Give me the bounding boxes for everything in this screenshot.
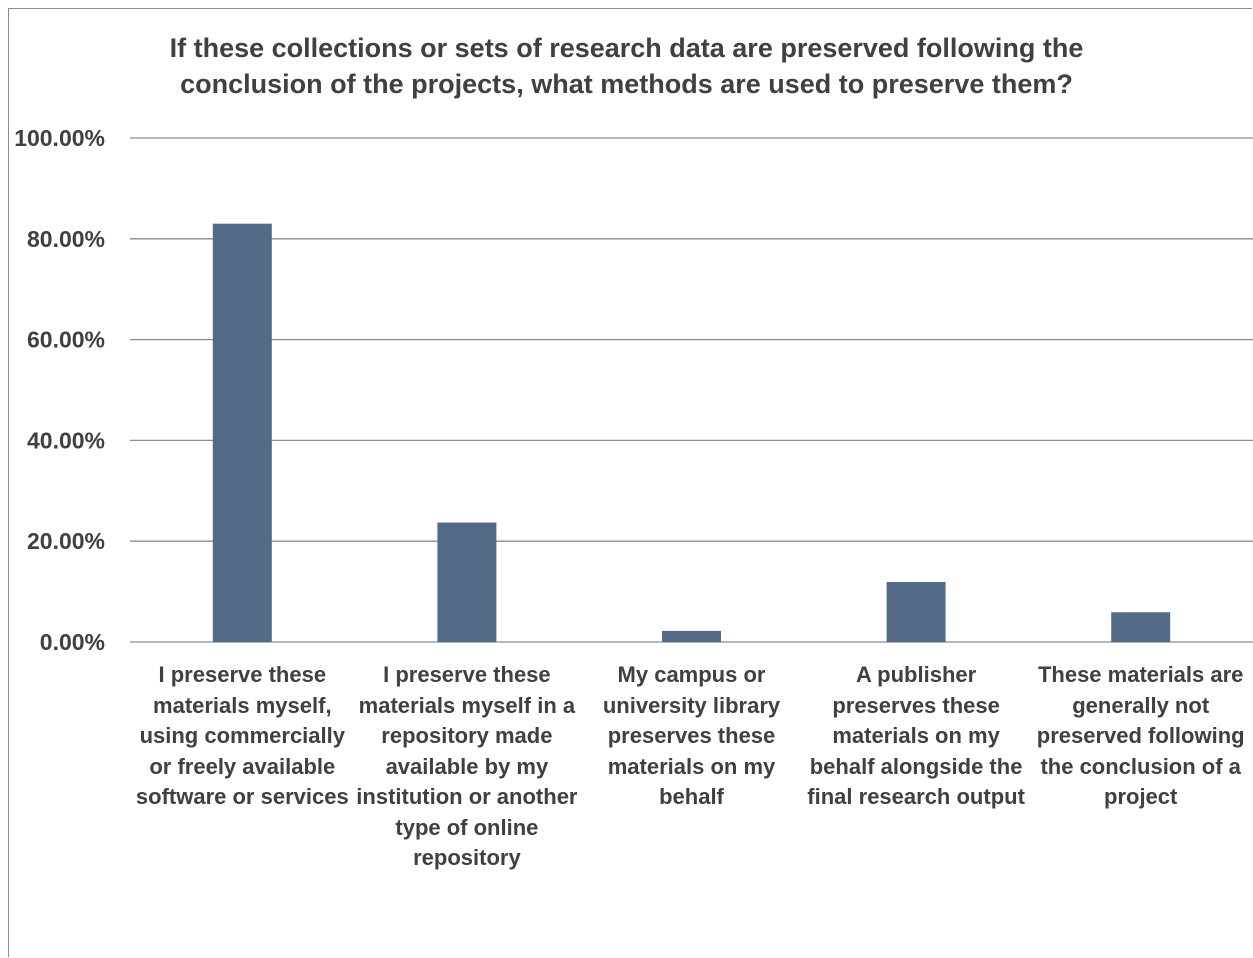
x-tick-label-line: university library <box>602 692 781 718</box>
y-tick-label: 100.00% <box>14 125 105 151</box>
x-tick-label-line: preserved following <box>1036 723 1245 748</box>
x-tick-label-line: final research output <box>807 784 1025 809</box>
chart-frame <box>8 8 1252 957</box>
x-tick-label-line: software or services <box>135 784 349 809</box>
x-tick-label-line: preserves these <box>832 692 1000 718</box>
bar <box>437 522 497 642</box>
x-tick-label-line: the conclusion of a <box>1040 753 1241 779</box>
x-tick-label-line: repository made <box>381 723 553 748</box>
x-tick-label-line: behalf <box>659 784 724 809</box>
x-tick-label-line: materials myself, <box>153 692 332 718</box>
x-tick-label-line: type of online <box>395 814 539 840</box>
bar <box>212 223 272 642</box>
y-tick-label: 60.00% <box>27 327 105 353</box>
x-tick-label-line: preserves these <box>607 723 776 748</box>
chart-title-line: conclusion of the projects, what methods… <box>180 69 1073 99</box>
y-tick-label: 0.00% <box>40 629 105 655</box>
x-tick-label-line: These materials are <box>1037 662 1244 687</box>
x-tick-label-line: A publisher <box>855 662 977 687</box>
x-tick-label-line: My campus or <box>617 662 766 687</box>
x-tick-label-line: I preserve these <box>158 662 327 687</box>
bar <box>1111 612 1171 642</box>
x-tick-label-line: using commercially <box>139 723 345 748</box>
x-tick-label-line: repository <box>413 845 521 870</box>
x-tick-label: A publisher preserves these materials on m… <box>801 660 1031 813</box>
x-tick-label-line: institution or another <box>356 784 578 809</box>
bar <box>662 630 721 642</box>
x-tick-label-line: available by my <box>385 753 549 779</box>
x-tick-label-line: materials on my <box>832 723 1000 748</box>
x-tick-label-line: materials myself in a <box>358 692 576 718</box>
x-tick-label-line: generally not <box>1072 692 1210 718</box>
x-tick-label-line: materials on my <box>607 753 776 779</box>
x-tick-label-line: I preserve these <box>383 662 551 687</box>
x-tick-label: I preserve these materials myself, using c… <box>127 660 357 813</box>
x-tick-label-line: project <box>1104 784 1178 809</box>
x-tick-label-line: behalf alongside the <box>809 753 1023 779</box>
y-tick-label: 80.00% <box>27 226 105 252</box>
chart-title-line: If these collections or sets of research… <box>169 33 1084 63</box>
x-tick-label-line: or freely available <box>149 753 336 779</box>
bar <box>886 582 946 642</box>
x-tick-label: My campus or university library preserves … <box>577 660 807 813</box>
y-tick-label: 40.00% <box>27 427 105 453</box>
x-tick-label: I preserve these materials myself in a rep… <box>352 660 582 874</box>
x-tick-label: These materials are generally not preserve… <box>1026 660 1253 813</box>
y-tick-label: 20.00% <box>27 528 105 554</box>
